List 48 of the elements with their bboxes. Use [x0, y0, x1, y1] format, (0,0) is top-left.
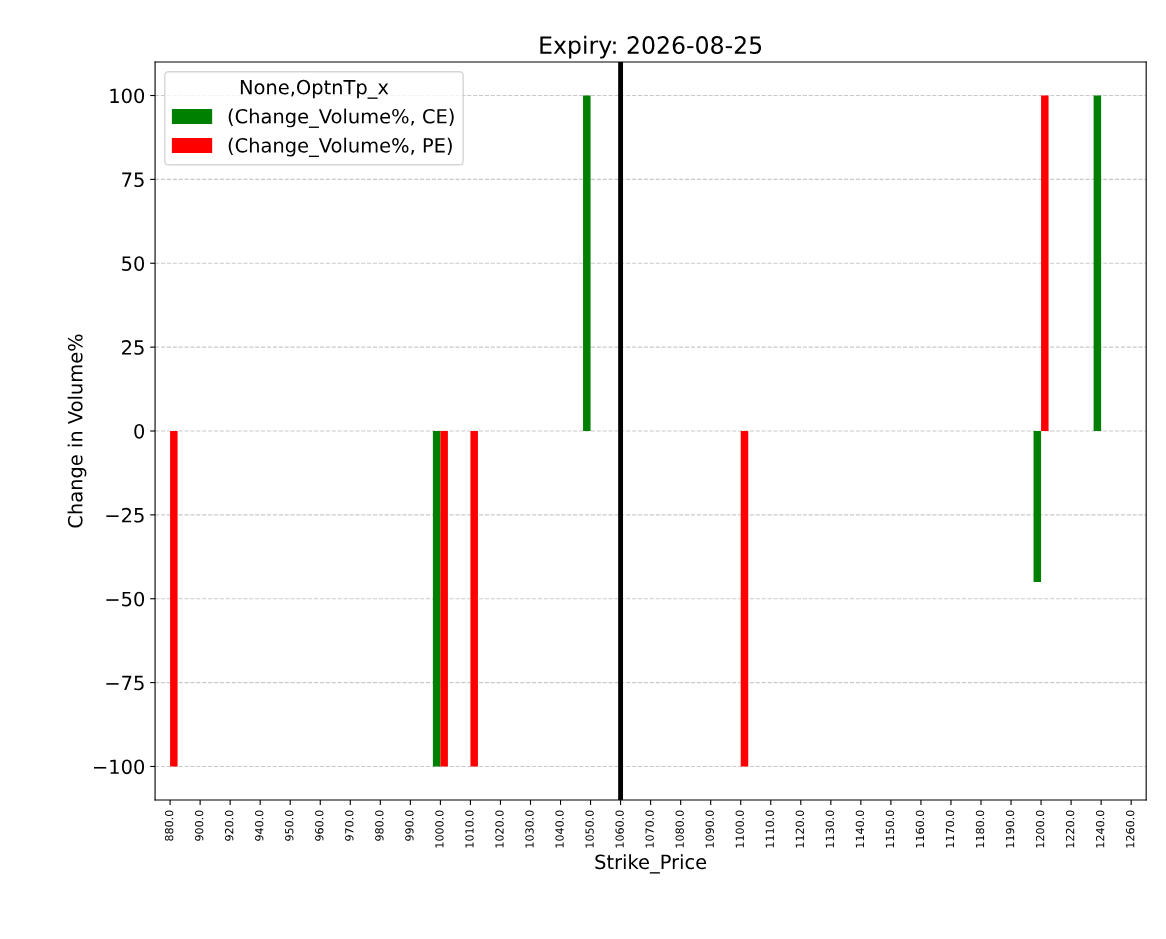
x-tick-label: 1040.0	[555, 810, 564, 848]
x-tick-label: 900.0	[194, 810, 204, 841]
y-tick-label: 50	[122, 256, 145, 271]
legend-title: None,OptnTp_x	[240, 79, 389, 99]
x-tick-label: 1060.0	[615, 810, 624, 848]
x-tick-label: 1220.0	[1065, 810, 1075, 848]
x-tick-label: 1180.0	[975, 810, 985, 848]
x-axis-title: Strike_Price	[595, 854, 707, 874]
x-tick-label: 1030.0	[525, 810, 534, 848]
legend-label: (Change_Volume%, PE)	[228, 137, 452, 157]
x-tick-label: 1160.0	[915, 810, 925, 848]
x-tick-label: 1080.0	[675, 810, 684, 848]
x-tick-label: 1070.0	[645, 810, 654, 848]
y-tick-label: −100	[94, 759, 145, 775]
x-tick-label: 1000.0	[435, 810, 444, 848]
x-tick-label: 1010.0	[465, 810, 474, 848]
y-axis-title: Change in Volume%	[67, 334, 87, 528]
y-tick-label: −25	[106, 507, 144, 523]
x-tick-label: 940.0	[255, 810, 264, 841]
x-tick-label: 1020.0	[495, 810, 504, 848]
y-tick-label: 75	[122, 172, 144, 188]
y-tick-label: 100	[110, 88, 145, 104]
x-tick-label: 920.0	[224, 810, 234, 841]
x-tick-label: 980.0	[375, 810, 384, 841]
x-tick-label: 880.0	[164, 810, 174, 841]
x-tick-label: 970.0	[345, 810, 354, 841]
x-tick-label: 1090.0	[705, 810, 714, 848]
x-tick-label: 1190.0	[1005, 810, 1015, 848]
y-tick-label: −50	[106, 591, 145, 607]
y-tick-label: 25	[122, 340, 144, 355]
x-tick-label: 1260.0	[1125, 810, 1135, 848]
x-tick-label: 950.0	[285, 810, 294, 841]
x-tick-label: 1110.0	[765, 810, 774, 848]
chart-title: Expiry: 2026-08-25	[540, 35, 762, 59]
x-tick-label: 1120.0	[795, 810, 805, 848]
y-tick-label: 0	[134, 423, 145, 439]
x-tick-label: 990.0	[405, 810, 414, 841]
x-tick-label: 1100.0	[735, 810, 744, 848]
legend-label: (Change_Volume%, CE)	[228, 108, 454, 128]
x-tick-label: 1200.0	[1035, 810, 1045, 848]
x-tick-label: 1150.0	[885, 810, 895, 848]
x-tick-label: 960.0	[315, 810, 324, 841]
x-tick-label: 1240.0	[1095, 810, 1105, 848]
x-tick-label: 1170.0	[945, 810, 955, 848]
y-tick-label: −75	[106, 675, 144, 691]
x-tick-label: 1130.0	[825, 810, 835, 848]
x-tick-label: 1140.0	[855, 810, 865, 848]
x-tick-label: 1050.0	[585, 810, 594, 848]
